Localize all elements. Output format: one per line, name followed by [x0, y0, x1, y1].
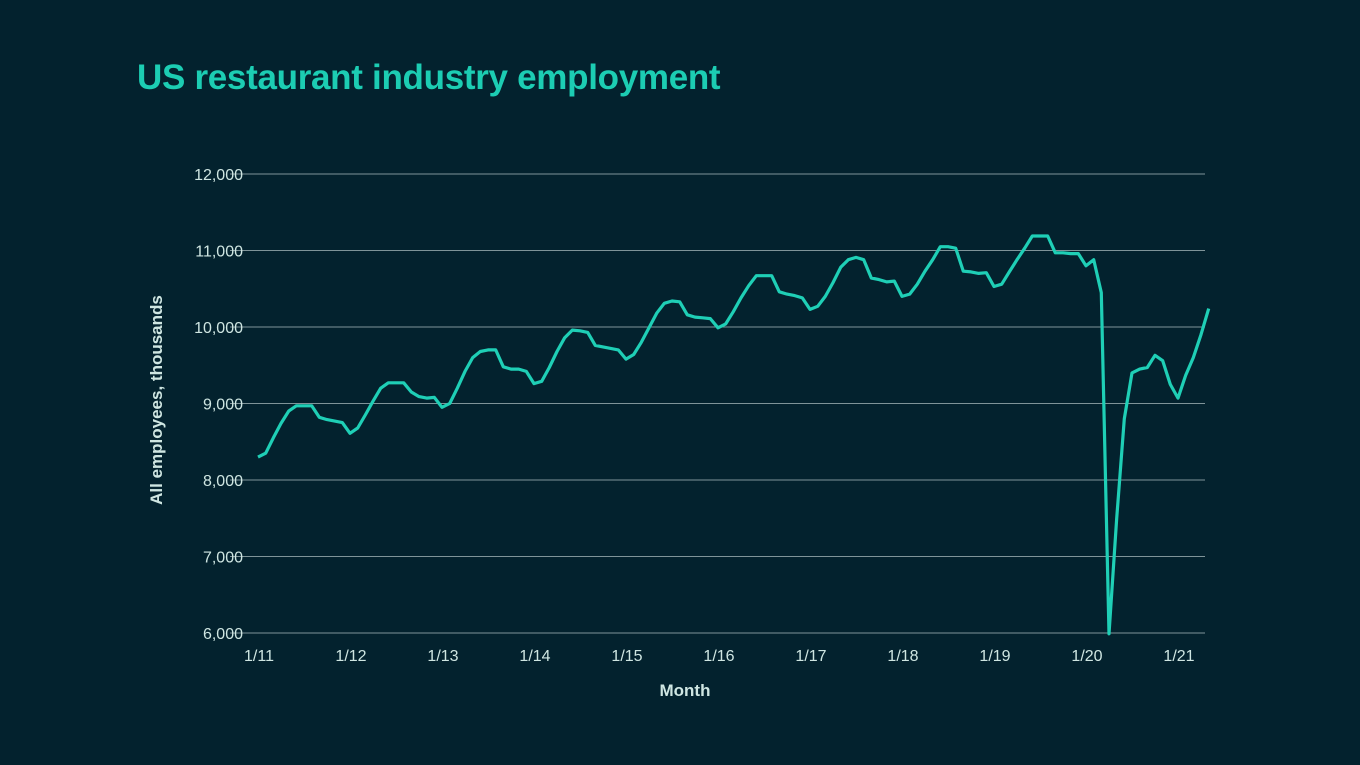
x-tick-label: 1/12	[335, 648, 366, 665]
y-tick-label: 9,000	[203, 397, 243, 414]
y-axis-label: All employees, thousands	[147, 295, 166, 505]
y-tick-label: 8,000	[203, 473, 243, 490]
x-tick-label: 1/15	[611, 648, 642, 665]
x-tick-label: 1/16	[703, 648, 734, 665]
y-tick-label: 7,000	[203, 550, 243, 567]
x-axis-label: Month	[660, 681, 711, 700]
y-tick-label: 6,000	[203, 626, 243, 643]
x-tick-label: 1/11	[244, 648, 274, 665]
y-tick-label: 11,000	[195, 244, 243, 261]
series-line	[257, 234, 1211, 636]
y-tick-label: 12,000	[194, 167, 243, 184]
x-tick-label: 1/17	[795, 648, 826, 665]
x-tick-label: 1/13	[427, 648, 458, 665]
y-tick-label: 10,000	[194, 320, 243, 337]
x-tick-label: 1/18	[887, 648, 918, 665]
x-tick-label: 1/14	[519, 648, 550, 665]
x-tick-label: 1/21	[1163, 648, 1194, 665]
chart-title: US restaurant industry employment	[137, 58, 721, 97]
x-tick-label: 1/19	[979, 648, 1010, 665]
x-tick-label: 1/20	[1071, 648, 1102, 665]
